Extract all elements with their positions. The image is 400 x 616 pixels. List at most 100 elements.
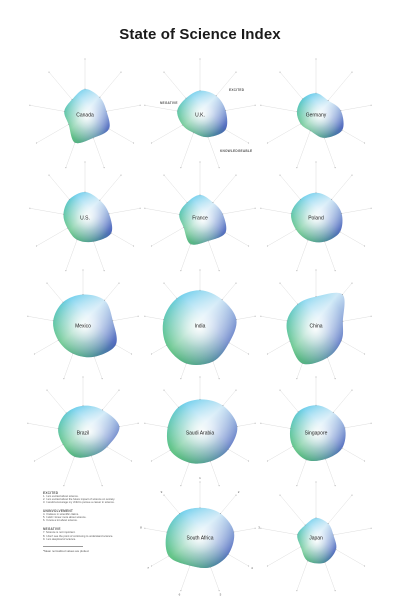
spoke-tip bbox=[163, 494, 165, 496]
spoke-tip bbox=[144, 104, 146, 106]
spoke-tip bbox=[103, 167, 105, 169]
spoke-tip bbox=[235, 494, 237, 496]
radar-point bbox=[289, 340, 291, 342]
spoke-tip bbox=[266, 460, 269, 462]
radar-point bbox=[84, 191, 86, 193]
legend-item: 6. I know a lot about science. bbox=[43, 519, 78, 523]
radar-point bbox=[332, 534, 334, 536]
radar-point bbox=[331, 198, 333, 200]
radar-point bbox=[188, 462, 190, 464]
spoke-tip bbox=[254, 104, 256, 106]
radar-point bbox=[65, 412, 67, 414]
spoke-tip bbox=[279, 389, 281, 391]
spoke-tip bbox=[370, 207, 372, 209]
radar-point bbox=[222, 405, 224, 407]
spoke-tip bbox=[370, 315, 372, 317]
spoke-tip bbox=[150, 353, 153, 355]
country-label: India bbox=[195, 324, 206, 330]
radar-point bbox=[166, 344, 168, 346]
radar-point bbox=[233, 531, 235, 533]
radar-germany: Germany bbox=[260, 58, 372, 169]
spoke-tip bbox=[199, 481, 201, 483]
spoke-tip bbox=[63, 378, 65, 380]
radar-blob-highlight bbox=[166, 399, 238, 464]
spoke-tip bbox=[334, 378, 336, 380]
spoke-tip bbox=[130, 353, 133, 355]
radar-point bbox=[215, 95, 217, 97]
spoke-tip bbox=[351, 282, 353, 284]
spoke-tip bbox=[150, 565, 153, 567]
radar-point bbox=[176, 297, 178, 299]
spoke-tip bbox=[137, 315, 139, 317]
radar-point bbox=[90, 455, 92, 457]
spoke-tip bbox=[370, 422, 372, 424]
spoke-tip bbox=[180, 485, 182, 487]
radar-point bbox=[228, 342, 230, 344]
spoke-tip bbox=[120, 174, 122, 176]
country-label: U.S. bbox=[80, 216, 90, 222]
spoke-tip bbox=[132, 142, 135, 144]
radar-point bbox=[62, 444, 64, 446]
spoke-tip bbox=[35, 245, 38, 247]
radar-japan: Japan bbox=[260, 481, 372, 592]
radar-point bbox=[340, 110, 342, 112]
radar-u-s-: U.S. bbox=[29, 161, 141, 272]
spoke-tip bbox=[63, 485, 65, 487]
spoke-tip bbox=[260, 527, 262, 529]
radar-point bbox=[295, 229, 297, 231]
radar-point bbox=[207, 240, 209, 242]
radar-blob-highlight bbox=[179, 194, 227, 245]
legend-item: 1. I am excited about science. bbox=[43, 494, 79, 498]
radar-point bbox=[183, 226, 185, 228]
radar-point bbox=[286, 320, 288, 322]
radar-point bbox=[326, 357, 328, 359]
spoke-tip bbox=[144, 422, 146, 424]
spoke-tip bbox=[103, 270, 105, 272]
spoke-tip bbox=[235, 282, 237, 284]
axis-number-label: 7 bbox=[147, 566, 149, 570]
spoke-tip bbox=[351, 71, 353, 73]
spoke-tip bbox=[218, 167, 220, 169]
radar-point bbox=[199, 398, 201, 400]
spoke-tip bbox=[139, 207, 141, 209]
spoke-tip bbox=[363, 245, 366, 247]
spoke-tip bbox=[101, 485, 103, 487]
radar-singapore: Singapore bbox=[260, 376, 372, 487]
radar-point bbox=[315, 296, 317, 298]
spoke-tip bbox=[260, 315, 262, 317]
radar-blob-highlight bbox=[291, 192, 343, 243]
legend-divider bbox=[43, 546, 83, 548]
radar-canada: Canada bbox=[29, 58, 141, 169]
radar-point bbox=[93, 356, 95, 358]
country-label: South Africa bbox=[187, 536, 214, 542]
axis-number-label: 9 bbox=[161, 490, 163, 494]
spoke-tip bbox=[351, 494, 353, 496]
country-label: Saudi Arabia bbox=[186, 431, 215, 437]
spoke-tip bbox=[247, 565, 250, 567]
spoke-tip bbox=[33, 460, 36, 462]
radar-point bbox=[305, 459, 307, 461]
spoke-tip bbox=[82, 376, 84, 378]
spoke-tip bbox=[266, 565, 269, 567]
legend: EXCITED 1. I am excited about science. 2… bbox=[43, 486, 133, 553]
country-label: China bbox=[309, 324, 322, 330]
spoke-tip bbox=[247, 460, 250, 462]
spoke-tip bbox=[363, 142, 366, 144]
radar-point bbox=[290, 213, 292, 215]
spoke-tip bbox=[315, 376, 317, 378]
radar-point bbox=[315, 404, 317, 406]
radar-point bbox=[76, 239, 78, 241]
radar-point bbox=[74, 142, 76, 144]
country-label: U.K. bbox=[195, 113, 205, 119]
radar-point bbox=[62, 301, 64, 303]
legend-group-title: NEGATIVE bbox=[43, 527, 61, 532]
radar-point bbox=[178, 513, 180, 515]
country-label: Singapore bbox=[305, 431, 328, 437]
radar-point bbox=[68, 123, 70, 125]
radar-point bbox=[178, 213, 180, 215]
spoke-tip bbox=[363, 460, 366, 462]
spoke-tip bbox=[254, 315, 256, 317]
spoke-tip bbox=[370, 104, 372, 106]
spoke-tip bbox=[296, 485, 298, 487]
radar-point bbox=[169, 449, 171, 451]
